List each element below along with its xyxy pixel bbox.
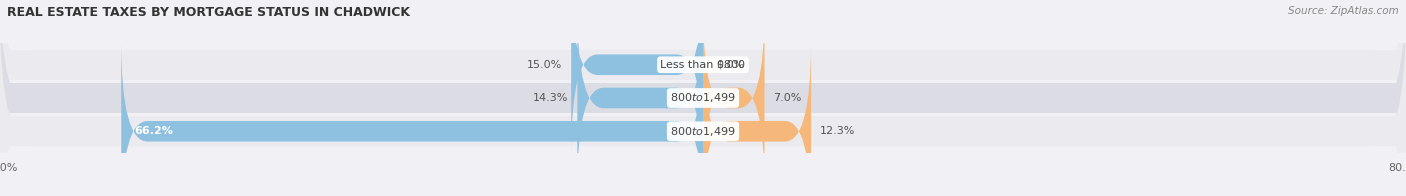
Text: 12.3%: 12.3% xyxy=(820,126,855,136)
Text: $800 to $1,499: $800 to $1,499 xyxy=(671,92,735,104)
Text: 7.0%: 7.0% xyxy=(773,93,801,103)
Text: Less than $800: Less than $800 xyxy=(661,60,745,70)
FancyBboxPatch shape xyxy=(121,42,703,196)
Text: 15.0%: 15.0% xyxy=(527,60,562,70)
FancyBboxPatch shape xyxy=(0,0,1406,183)
Text: $800 to $1,499: $800 to $1,499 xyxy=(671,125,735,138)
Text: 66.2%: 66.2% xyxy=(135,126,173,136)
FancyBboxPatch shape xyxy=(703,9,765,187)
FancyBboxPatch shape xyxy=(578,9,703,187)
Bar xyxy=(0,83,1406,113)
Bar xyxy=(0,116,1406,146)
Text: Source: ZipAtlas.com: Source: ZipAtlas.com xyxy=(1288,6,1399,16)
FancyBboxPatch shape xyxy=(0,13,1406,196)
FancyBboxPatch shape xyxy=(703,42,811,196)
Text: 0.0%: 0.0% xyxy=(716,60,744,70)
FancyBboxPatch shape xyxy=(571,0,703,154)
Text: 14.3%: 14.3% xyxy=(533,93,568,103)
Bar xyxy=(0,50,1406,80)
Text: REAL ESTATE TAXES BY MORTGAGE STATUS IN CHADWICK: REAL ESTATE TAXES BY MORTGAGE STATUS IN … xyxy=(7,6,411,19)
